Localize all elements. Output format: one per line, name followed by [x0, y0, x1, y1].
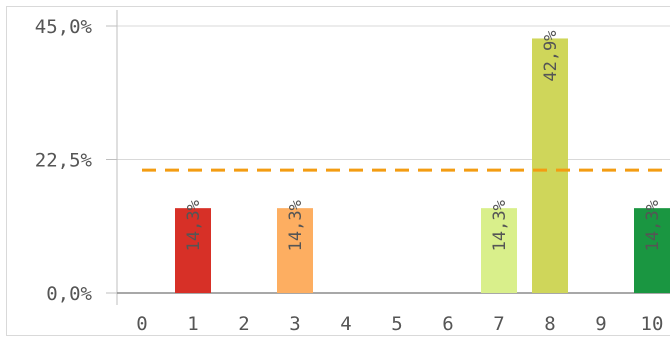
chart-frame: [6, 6, 670, 336]
x-tick-label: 1: [187, 313, 198, 335]
y-tick-label: 45,0%: [35, 16, 93, 38]
bar-1: [175, 208, 211, 293]
bar-7: [481, 208, 517, 293]
y-tick-label: 22,5%: [35, 150, 93, 172]
x-tick-label: 5: [391, 313, 402, 335]
x-tick-label: 6: [442, 313, 453, 335]
bar-8: [532, 38, 568, 294]
data-labels: 14,3% 14,3% 14,3% 42,9% 14,3%: [184, 30, 663, 251]
bar-3: [277, 208, 313, 293]
x-tick-label: 4: [340, 313, 351, 335]
x-tick-label: 3: [289, 313, 300, 335]
data-label-1: 14,3%: [184, 200, 204, 251]
data-label-3: 14,3%: [286, 200, 306, 251]
tick-labels: 0,0% 22,5% 45,0% 0 1 2 3 4 5 6 7 8 9 10: [35, 16, 664, 335]
x-tick-label: 8: [544, 313, 555, 335]
x-tick-label: 9: [595, 313, 606, 335]
bars: [175, 38, 670, 294]
x-tick-label: 0: [136, 313, 147, 335]
data-label-10: 14,3%: [643, 200, 663, 251]
x-tick-label: 2: [238, 313, 249, 335]
grid-lines: [106, 25, 670, 160]
data-label-8: 42,9%: [541, 30, 561, 81]
x-tick-label: 10: [641, 313, 664, 335]
x-tick-label: 7: [493, 313, 504, 335]
data-label-7: 14,3%: [490, 200, 510, 251]
y-tick-label: 0,0%: [46, 283, 92, 305]
bar-10: [634, 208, 670, 293]
